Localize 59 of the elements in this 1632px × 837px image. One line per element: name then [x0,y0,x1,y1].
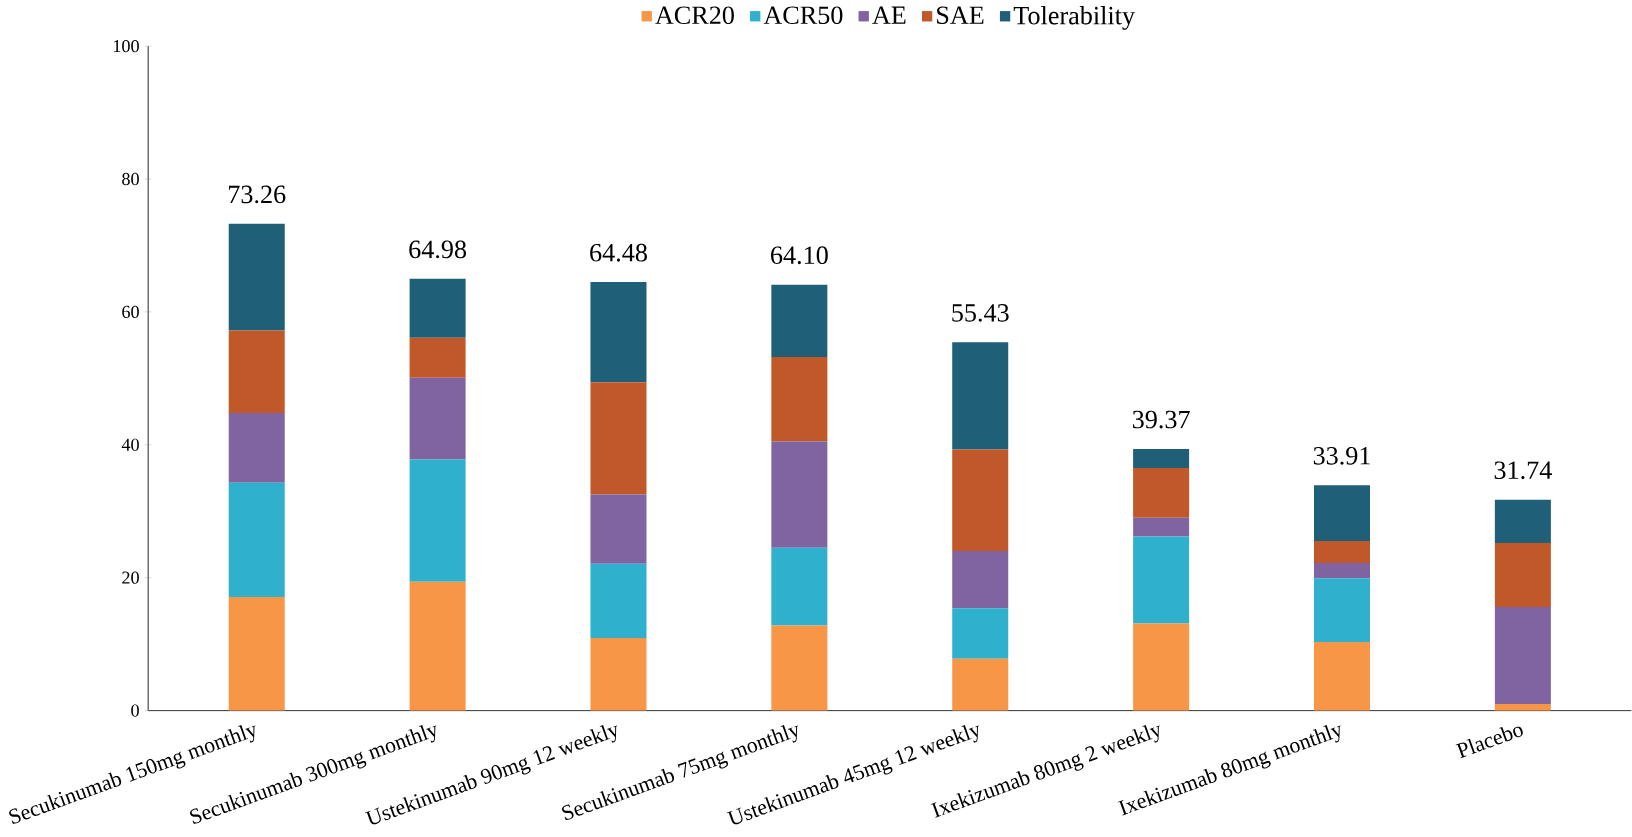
bar [1313,562,1370,579]
bar [409,337,466,378]
bar [590,282,647,383]
bar [1494,543,1551,607]
legend-label: SAE [937,6,984,24]
y-tick-label: 100 [113,39,139,53]
bar [228,596,285,711]
bar [590,382,647,495]
bar [228,482,285,597]
bar [771,441,828,548]
total-label: 33.91 [1313,446,1370,465]
bar [228,223,285,331]
bar [1133,517,1190,537]
bar [1494,606,1551,704]
y-tick-label: 40 [121,438,139,451]
bar [771,284,828,358]
legend-label: Tolerability [1013,5,1135,30]
bar [771,547,828,626]
y-tick-label: 0 [131,704,139,717]
bar [409,581,466,711]
bar [590,494,647,564]
total-label: 64.98 [409,240,467,259]
bar [952,658,1009,711]
bar [1133,467,1190,518]
bar [1494,499,1551,544]
y-tick-label: 60 [122,305,139,318]
bar [1313,642,1370,711]
bar [409,459,466,582]
bar [590,638,647,711]
bar [1133,448,1190,468]
total-label: 64.10 [771,246,828,265]
bar [1494,703,1551,711]
legend-label: ACR20 [655,6,734,25]
bar [952,342,1009,450]
bar [771,357,828,442]
bar [1313,541,1370,563]
bar [771,625,828,711]
bar [1133,536,1190,624]
x-tick-label: Placebo [1455,726,1523,759]
bar [952,449,1009,552]
total-label: 73.26 [229,185,286,204]
total-label: 31.74 [1494,461,1552,480]
y-tick-label: 80 [122,172,139,186]
bar [1133,623,1190,711]
bar [952,608,1009,659]
y-tick-label: 20 [122,571,139,584]
legend-label: ACR50 [763,6,843,25]
bar [1313,485,1370,542]
bar [409,377,466,460]
total-label: 39.37 [1132,410,1190,429]
bar [952,551,1009,609]
bar [228,412,285,483]
legend-label: AE [872,6,906,24]
bar [1313,578,1370,643]
total-label: 64.48 [590,243,647,262]
bar [228,330,285,413]
bar [590,563,647,639]
bar [409,278,466,338]
total-label: 55.43 [952,304,1009,322]
